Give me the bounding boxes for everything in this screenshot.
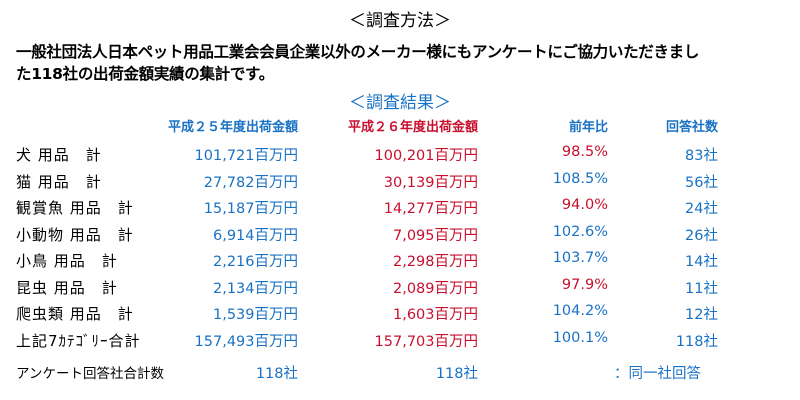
h26-value: 157,703百万円 bbox=[374, 333, 478, 350]
method-text-line-1: 一般社団法人日本ペット用品工業会会員企業以外のメーカー様にもアンケートにご協力い… bbox=[16, 43, 700, 61]
table-row: 猫 用品 計 27,782百万円 30,139百万円 108.5% 56社 bbox=[0, 167, 800, 193]
footer-row: アンケート回答社合計数 118社 118社 ：同一社回答 bbox=[0, 358, 800, 384]
h25-value: 101,721百万円 bbox=[194, 148, 298, 164]
table-row: 犬 用品 計 101,721百万円 100,201百万円 98.5% 83社 bbox=[0, 140, 800, 166]
table-row: 上記7ｶﾃｺﾞﾘｰ合計 157,493百万円 157,703百万円 100.1% 118… bbox=[0, 326, 800, 352]
method-text-line-2: た118社の出荷金額実績の集計です。 bbox=[16, 65, 274, 83]
column-header-count: 回答社数 bbox=[665, 120, 718, 135]
category-label: 上記7ｶﾃｺﾞﾘｰ合計 bbox=[16, 331, 141, 350]
category-label: 小鳥 用品 計 bbox=[16, 252, 118, 270]
category-label: 小動物 用品 計 bbox=[16, 225, 134, 244]
column-header-h26: 平成２６年度出荷金額 bbox=[347, 120, 478, 135]
footer-label: アンケート回答社合計数 bbox=[16, 366, 164, 382]
respondent-count: 83社 bbox=[685, 148, 718, 164]
footer-h25-count: 118社 bbox=[255, 366, 298, 382]
footer-h26-count: 118社 bbox=[435, 366, 478, 382]
h25-value: 2,216百万円 bbox=[212, 254, 298, 270]
column-header-yoy: 前年比 bbox=[568, 120, 608, 135]
respondent-count: 11社 bbox=[685, 280, 718, 297]
yoy-value: 98.5% bbox=[561, 144, 608, 160]
category-label: 爬虫類 用品 計 bbox=[16, 305, 134, 323]
h25-value: 15,187百万円 bbox=[203, 201, 298, 217]
footer-note: ：同一社回答 bbox=[614, 366, 701, 382]
h26-value: 1,603百万円 bbox=[392, 307, 478, 323]
yoy-value: 102.6% bbox=[552, 223, 608, 240]
yoy-value: 94.0% bbox=[561, 197, 608, 213]
yoy-value: 100.1% bbox=[552, 329, 608, 346]
category-label: 犬 用品 計 bbox=[16, 146, 102, 164]
method-heading: ＜調査方法＞ bbox=[349, 11, 451, 31]
respondent-count: 12社 bbox=[685, 307, 718, 323]
table-row: 小鳥 用品 計 2,216百万円 2,298百万円 103.7% 14社 bbox=[0, 246, 800, 272]
table-row: 爬虫類 用品 計 1,539百万円 1,603百万円 104.2% 12社 bbox=[0, 299, 800, 325]
yoy-value: 104.2% bbox=[552, 303, 608, 319]
h26-value: 100,201百万円 bbox=[374, 148, 478, 164]
results-heading: ＜調査結果＞ bbox=[349, 93, 451, 113]
category-label: 昆虫 用品 計 bbox=[16, 278, 118, 297]
h25-value: 6,914百万円 bbox=[212, 227, 298, 244]
h26-value: 30,139百万円 bbox=[383, 174, 478, 191]
respondent-count: 24社 bbox=[685, 201, 718, 217]
table-row: 昆虫 用品 計 2,134百万円 2,089百万円 97.9% 11社 bbox=[0, 273, 800, 299]
h26-value: 14,277百万円 bbox=[383, 201, 478, 217]
h25-value: 157,493百万円 bbox=[194, 333, 298, 350]
yoy-value: 97.9% bbox=[561, 276, 608, 293]
respondent-count: 26社 bbox=[685, 227, 718, 244]
category-label: 猫 用品 計 bbox=[16, 172, 102, 191]
h26-value: 7,095百万円 bbox=[392, 227, 478, 244]
yoy-value: 108.5% bbox=[552, 170, 608, 187]
h25-value: 1,539百万円 bbox=[212, 307, 298, 323]
respondent-count: 118社 bbox=[675, 333, 718, 350]
h26-value: 2,298百万円 bbox=[392, 254, 478, 270]
h25-value: 2,134百万円 bbox=[212, 280, 298, 297]
respondent-count: 14社 bbox=[685, 254, 718, 270]
respondent-count: 56社 bbox=[685, 174, 718, 191]
category-label: 観賞魚 用品 計 bbox=[16, 199, 134, 217]
column-header-h25: 平成２５年度出荷金額 bbox=[167, 120, 298, 135]
table-row: 小動物 用品 計 6,914百万円 7,095百万円 102.6% 26社 bbox=[0, 220, 800, 246]
h26-value: 2,089百万円 bbox=[392, 280, 478, 297]
h25-value: 27,782百万円 bbox=[203, 174, 298, 191]
table-row: 観賞魚 用品 計 15,187百万円 14,277百万円 94.0% 24社 bbox=[0, 193, 800, 219]
yoy-value: 103.7% bbox=[552, 250, 608, 266]
